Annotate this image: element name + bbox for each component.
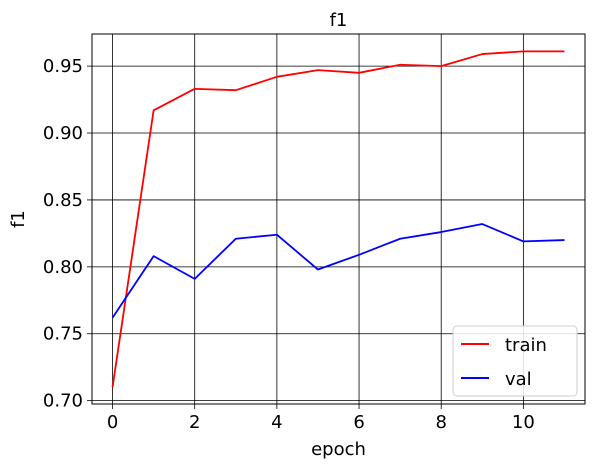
legend-label-val: val: [505, 369, 532, 390]
y-tick-label: 0.70: [43, 391, 83, 412]
y-tick-label: 0.90: [43, 123, 83, 144]
y-tick-label: 0.85: [43, 190, 83, 211]
x-tick-label: 0: [107, 412, 118, 433]
x-tick-label: 4: [271, 412, 282, 433]
x-tick-label: 10: [512, 412, 535, 433]
y-axis-title: f1: [8, 210, 29, 228]
x-tick-label: 2: [189, 412, 200, 433]
series-line-val: [111, 223, 565, 319]
legend: train val: [452, 325, 578, 397]
axis-ticks: 0 2 4 6 8 10 0.70 0.75 0.80 0.85 0.90 0.95: [43, 56, 535, 433]
series-lines: [111, 50, 565, 388]
series-line-train: [111, 50, 565, 388]
legend-label-train: train: [505, 335, 547, 356]
x-tick-label: 6: [353, 412, 364, 433]
y-tick-label: 0.75: [43, 324, 83, 345]
x-tick-label: 8: [435, 412, 446, 433]
plot-frame: [91, 33, 586, 405]
y-tick-label: 0.80: [43, 257, 83, 278]
chart-title: f1: [330, 10, 348, 31]
grid: [92, 34, 585, 404]
y-tick-label: 0.95: [43, 56, 83, 77]
x-axis-title: epoch: [311, 439, 366, 460]
